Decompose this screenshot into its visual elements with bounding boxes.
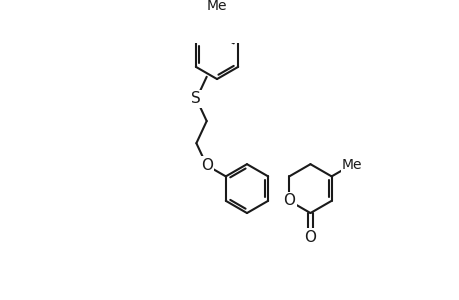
Text: Me: Me — [341, 158, 362, 172]
Text: O: O — [200, 158, 212, 173]
Text: Me: Me — [207, 0, 227, 14]
Text: S: S — [191, 92, 201, 106]
Text: O: O — [304, 230, 316, 245]
Text: O: O — [283, 193, 295, 208]
